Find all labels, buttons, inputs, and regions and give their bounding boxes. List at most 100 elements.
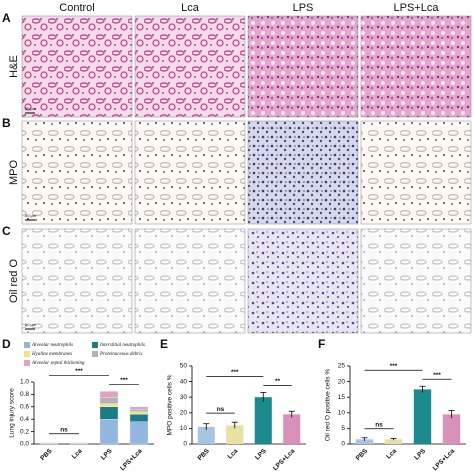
legend-swatch [92,342,98,348]
y-tick-label: 25 [338,363,346,370]
bar-segment [129,411,149,415]
bar [413,389,432,444]
column-header: Control [59,2,94,14]
significance-label: ns [375,421,383,428]
bar-segment [99,406,119,420]
y-tick-label: 0.8 [20,391,29,398]
y-axis-label: Lung injury score [9,388,16,438]
y-tick-label: 10 [180,425,188,432]
scale-bar-label: 50 μm [25,213,37,218]
x-tick-label: PBS [39,447,54,462]
row-label: MPO [8,160,20,186]
significance-label: *** [390,363,398,370]
significance-label: *** [75,368,83,375]
significance-label: ** [275,378,281,385]
y-axis-label: Oil red O positive cells % [325,369,332,441]
micrograph [21,228,133,334]
y-tick-label: 0.6 [20,404,29,411]
micrograph [360,15,472,118]
y-tick-label: 0.2 [20,428,29,435]
panel-label: E [160,337,168,351]
bar-segment [129,406,149,410]
y-tick-label: 1.0 [20,379,29,386]
panel-label: F [318,337,325,351]
micrograph [360,120,472,225]
column-header: LPS+Lca [394,2,440,14]
bar-segment [99,403,119,407]
legend-swatch [24,342,30,348]
bar [226,425,244,444]
y-tick-label: 20 [180,410,188,417]
x-tick-label: LPS+Lca [272,447,297,472]
y-tick-label: 30 [180,394,188,401]
significance-label: ns [217,406,225,413]
micrograph [21,120,133,225]
column-header: LPS [293,2,314,14]
x-tick-label: Lca [385,447,398,460]
bar-segment [39,442,59,444]
x-tick-label: LPS+Lca [432,447,457,472]
y-tick-label: 15 [338,394,346,401]
y-tick-label: 20 [338,378,346,385]
significance-label: ns [60,426,68,433]
x-tick-label: LPS [413,447,427,461]
legend-swatch [92,351,98,357]
legend-label: Alveolar neutrophils [31,343,73,348]
y-axis-label: MPO positive cells % [167,374,174,435]
bar-segment [99,419,119,445]
x-tick-label: PBS [355,447,370,462]
micrograph [134,120,246,225]
y-tick-label: 40 [180,378,188,385]
significance-label: *** [433,372,441,379]
y-tick-label: 5 [341,425,345,432]
legend-swatch [24,351,30,357]
bar [384,439,403,444]
panel-label: C [2,224,11,238]
bar-segment [129,414,149,422]
micrograph [247,228,359,334]
bar-segment [99,397,119,404]
micrograph [134,15,246,118]
bar [442,414,461,444]
x-tick-label: LPS+Lca [119,447,144,472]
legend-label: Hyaline membranes [31,352,72,357]
y-tick-label: 0 [183,441,187,448]
bar-segment [129,421,149,445]
panel-label: B [2,116,11,130]
x-tick-label: Lca [71,447,84,460]
x-tick-label: Lca [227,447,240,460]
image-grid: Control Lca LPS LPS+Lca A H&E 50 μm B MPO 50 μm C O… [2,2,472,334]
charts: D 0.0 0.2 0.4 0.6 0.8 1.0 Lung injury score PBS L… [2,337,466,472]
legend-label: Proteinaceous debris [99,352,143,357]
scale-bar-label: 50 μm [25,322,37,327]
x-tick-label: LPS [254,447,268,461]
y-tick-label: 0.0 [20,441,29,448]
micrograph [247,15,359,118]
significance-label: *** [231,369,239,376]
row-label: Oil red O [8,259,20,303]
y-tick-label: 50 [180,363,188,370]
significance-label: *** [120,377,128,384]
x-tick-label: LPS [100,447,114,461]
bar [197,426,215,444]
legend-label: Alveolar septal thickening [31,361,85,366]
bar [283,414,301,444]
x-tick-label: PBS [196,447,211,462]
row-label: H&E [8,55,20,78]
legend-swatch [24,360,30,366]
scale-bar-label: 50 μm [25,106,37,111]
micrograph [134,228,246,334]
y-tick-label: 0 [341,441,345,448]
bar [254,397,272,444]
panel-label: A [2,11,11,25]
micrograph [247,120,359,225]
micrograph [360,228,472,334]
bar-segment [129,409,149,412]
panel-label: D [2,337,11,351]
y-tick-label: 10 [338,410,346,417]
column-header: Lca [181,2,200,14]
bar-segment [69,442,89,444]
bar-segment [99,391,119,398]
micrograph [21,15,133,118]
